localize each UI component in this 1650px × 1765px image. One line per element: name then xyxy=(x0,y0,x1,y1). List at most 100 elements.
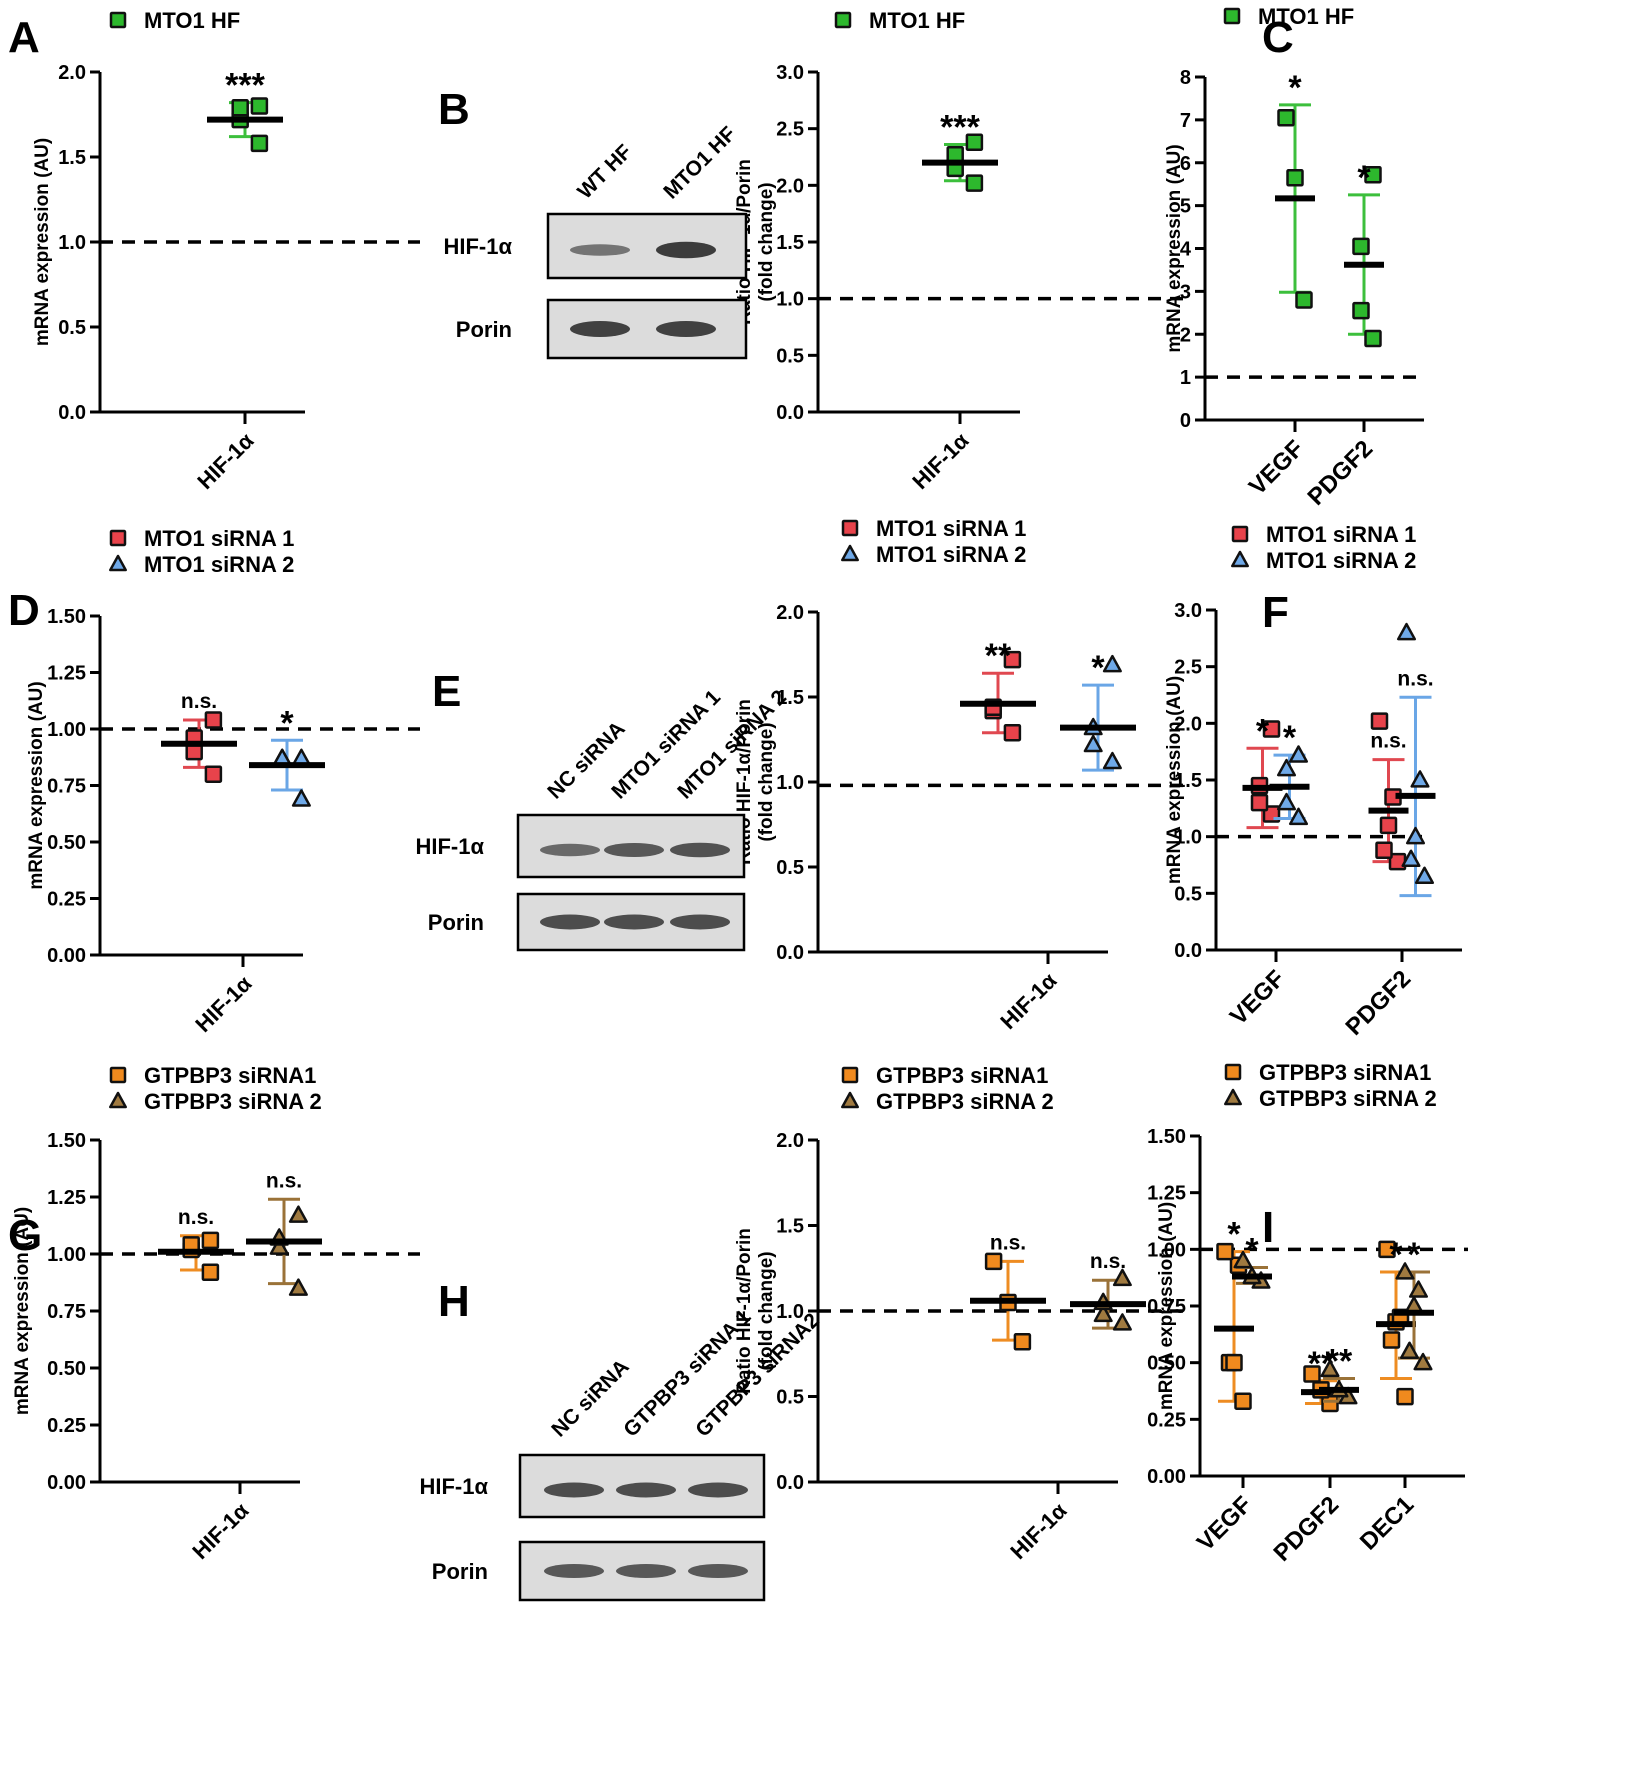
y-tick-label-f: 0.5 xyxy=(1174,883,1202,905)
y-tick-label-i: 1.50 xyxy=(1147,1126,1186,1148)
legend-label-i: GTPBP3 siRNA 2 xyxy=(1259,1086,1437,1111)
y-tick-label-i: 0.50 xyxy=(1147,1353,1186,1375)
y-tick-label-f: 0.0 xyxy=(1174,940,1202,962)
data-point xyxy=(231,98,249,117)
x-category-label-c: PDGF2 xyxy=(1303,435,1379,511)
y-tick-label-c: 4 xyxy=(1180,239,1192,261)
significance-label: * xyxy=(1357,159,1371,197)
x-category-label-c: VEGF xyxy=(1244,435,1309,500)
y-tick-label-a: 2.0 xyxy=(58,62,86,84)
data-point xyxy=(1375,841,1393,860)
legend-marker-e xyxy=(841,544,859,562)
blot-b: HIF-1α Porin WT HF MTO1 HF xyxy=(443,122,748,360)
data-point xyxy=(291,789,311,807)
data-point xyxy=(1413,1352,1433,1371)
blot-band xyxy=(544,1482,604,1498)
legend-label-i: GTPBP3 siRNA1 xyxy=(1259,1060,1431,1085)
blot-row-label-h: Porin xyxy=(432,1559,488,1584)
panel-letter-i: I xyxy=(1262,1203,1274,1252)
blot-band xyxy=(616,1482,676,1498)
y-tick-label-c: 2 xyxy=(1180,324,1191,346)
significance-label: * xyxy=(1407,1236,1421,1274)
group-d: * xyxy=(249,704,325,807)
y-tick-label-i: 1.25 xyxy=(1147,1183,1186,1205)
significance-label: *** xyxy=(940,109,980,147)
y-tick-label-f: 2.0 xyxy=(1174,713,1202,735)
panel-letter-h: H xyxy=(438,1277,470,1326)
blot-row-label-e: HIF-1α xyxy=(415,834,484,859)
blot-row-label-e: Porin xyxy=(428,910,484,935)
y-axis-label-2-h: (fold change) xyxy=(756,1251,777,1370)
legend-label-h: GTPBP3 siRNA 2 xyxy=(876,1089,1054,1114)
y-axis-label-c: mRNA expression (AU) xyxy=(1164,144,1185,352)
blot-lane-label-e: MTO1 siRNA 1 xyxy=(607,686,725,804)
significance-label: * xyxy=(1245,1231,1259,1269)
group-i: * xyxy=(1394,1236,1434,1371)
y-tick-label-e: 2.0 xyxy=(776,602,804,624)
blot-lane-label-b: WT HF xyxy=(573,140,636,203)
y-tick-label-d: 0.75 xyxy=(47,776,86,798)
panel-letter-f: F xyxy=(1262,588,1289,637)
blot-row-b xyxy=(546,212,748,280)
y-axis-label-2-b: (fold change) xyxy=(756,182,777,301)
chart-i: 0.00 0.25 0.50 0.75 1.00 1.25 1.50 mRNA express… xyxy=(1147,1060,1468,1567)
y-axis-label-h: Ratio HIF-1α/Porin xyxy=(734,1228,755,1394)
legend-marker-g xyxy=(109,1091,127,1109)
data-point xyxy=(288,1278,308,1296)
chart-g: 0.00 0.25 0.50 0.75 1.00 1.25 1.50 mRNA express… xyxy=(12,1063,420,1564)
x-category-label-f: PDGF2 xyxy=(1341,965,1417,1041)
blot-band xyxy=(688,1482,748,1498)
data-point xyxy=(984,1252,1003,1271)
data-point xyxy=(204,765,223,783)
blot-band xyxy=(544,1564,604,1578)
y-tick-label-c: 1 xyxy=(1180,367,1191,389)
y-tick-label-b: 1.5 xyxy=(776,232,804,254)
panel-letter-e: E xyxy=(432,667,461,716)
legend-marker-i xyxy=(1224,1063,1242,1081)
blot-band xyxy=(570,244,630,256)
group-e: ** xyxy=(960,637,1036,742)
panel-letter-a: A xyxy=(8,13,40,62)
legend-label-f: MTO1 siRNA 2 xyxy=(1266,548,1416,573)
y-tick-label-c: 3 xyxy=(1180,281,1191,303)
significance-label: * xyxy=(1256,712,1270,750)
group-f: * xyxy=(1242,712,1283,830)
blot-band xyxy=(616,1564,676,1578)
y-tick-label-b: 3.0 xyxy=(776,62,804,84)
data-point xyxy=(1378,1240,1396,1259)
blot-band xyxy=(570,321,630,337)
y-tick-label-c: 6 xyxy=(1180,153,1191,175)
legend-marker-g xyxy=(109,1066,127,1084)
chart-a: 0.0 0.5 1.0 1.5 2.0 mRNA expression (AU) HIF-1… xyxy=(32,8,420,494)
significance-label: * xyxy=(1091,649,1105,687)
y-axis-label-i: mRNA expression (AU) xyxy=(1156,1202,1177,1410)
data-point xyxy=(1216,1242,1234,1261)
legend-marker-f xyxy=(1231,525,1249,543)
group-c: * xyxy=(1344,159,1384,348)
significance-label: n.s. xyxy=(178,1206,214,1229)
y-tick-label-g: 0.25 xyxy=(47,1415,86,1437)
x-category-label-d: HIF-1α xyxy=(190,971,256,1037)
legend-label-d: MTO1 siRNA 1 xyxy=(144,526,294,551)
y-tick-label-c: 8 xyxy=(1180,67,1191,89)
data-point xyxy=(1277,108,1295,127)
data-point xyxy=(1303,1365,1321,1383)
blot-band xyxy=(670,914,730,930)
significance-label: * xyxy=(1389,1236,1403,1274)
y-tick-label-h: 0.5 xyxy=(776,1387,804,1409)
y-tick-label-e: 0.0 xyxy=(776,942,804,964)
legend-marker-b xyxy=(834,11,852,29)
y-axis-label-g: mRNA expression (AU) xyxy=(12,1207,33,1415)
panel-letter-d: D xyxy=(8,586,40,635)
legend-label-e: MTO1 siRNA 2 xyxy=(876,542,1026,567)
data-point xyxy=(201,1263,220,1281)
data-point xyxy=(1352,301,1370,320)
y-tick-label-i: 0.00 xyxy=(1147,1466,1186,1488)
significance-label: *** xyxy=(225,67,265,105)
group-h: n.s. xyxy=(970,1231,1046,1351)
legend-label-c: MTO1 HF xyxy=(1258,4,1354,29)
legend-marker-c xyxy=(1223,7,1241,25)
data-point xyxy=(1262,720,1281,738)
x-category-label-b: HIF-1α xyxy=(907,428,973,494)
